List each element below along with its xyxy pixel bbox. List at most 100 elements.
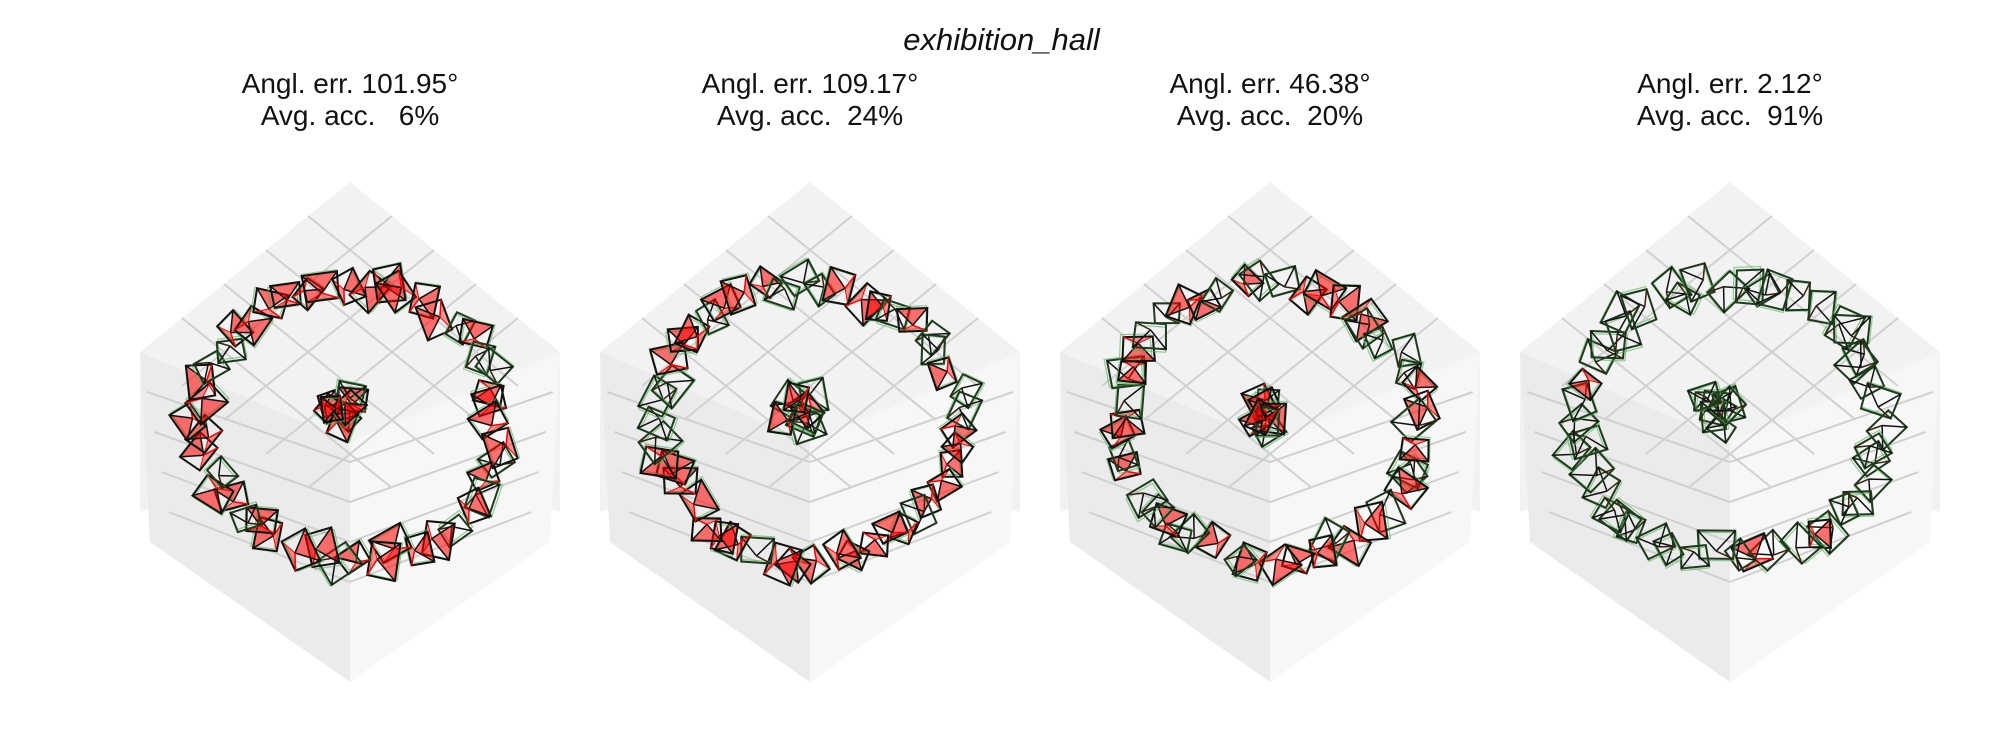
axes-pane	[1730, 352, 1940, 682]
camera-frustum	[944, 390, 984, 432]
camera-frustum	[1807, 516, 1832, 549]
grid-line	[1526, 391, 1731, 463]
camera-frustum	[1686, 380, 1725, 413]
camera-frustum	[1243, 397, 1281, 437]
panel-title: Angl. err. 101.95° Avg. acc. 6%	[115, 68, 585, 132]
grid-line	[683, 249, 895, 421]
camera-frustum	[821, 527, 863, 572]
camera-frustum	[1853, 429, 1894, 470]
grid-line	[1534, 431, 1731, 503]
figure-title: exhibition_hall	[903, 22, 1100, 57]
grid-line	[265, 249, 477, 421]
camera-frustum	[781, 381, 811, 414]
camera-frustum	[304, 526, 343, 570]
panel-title: Angl. err. 2.12° Avg. acc. 91%	[1495, 68, 1965, 132]
camera-frustum	[1107, 437, 1141, 475]
camera-frustum	[926, 354, 958, 392]
avg-accuracy-label: Avg. acc. 6%	[260, 100, 440, 131]
camera-frustum	[480, 426, 521, 470]
camera-frustum	[228, 501, 263, 534]
grid-line	[1603, 283, 1815, 455]
camera-frustum	[1784, 278, 1812, 313]
panel-title: Angl. err. 109.17° Avg. acc. 24%	[575, 68, 1045, 132]
camera-frustum	[777, 257, 821, 298]
camera-frustum	[1865, 408, 1909, 452]
angular-error-label: Angl. err. 2.12°	[1637, 68, 1823, 99]
camera-frustum	[1383, 464, 1430, 511]
camera-frustum	[1652, 531, 1685, 570]
camera-frustum	[244, 504, 280, 535]
grid-line	[1227, 317, 1439, 489]
avg-accuracy-label: Avg. acc. 24%	[716, 100, 904, 131]
camera-frustum	[719, 272, 759, 317]
angular-error-label: Angl. err. 109.17°	[701, 68, 919, 99]
camera-pose-panel-3: Angl. err. 46.38° Avg. acc. 20%	[1035, 62, 1505, 702]
grid-line	[1185, 249, 1397, 421]
grid-line	[767, 317, 979, 489]
camera-frustum	[1199, 276, 1235, 314]
camera-frustum	[926, 466, 964, 503]
grid-line	[1066, 391, 1271, 463]
panel-title: Angl. err. 46.38° Avg. acc. 20%	[1035, 68, 1505, 132]
camera-frustum	[1565, 367, 1603, 402]
3d-camera-plot[interactable]	[115, 142, 585, 742]
camera-frustum	[937, 411, 978, 449]
3d-camera-plot[interactable]	[1035, 142, 1505, 742]
3d-camera-plot[interactable]	[1495, 142, 1965, 742]
camera-frustum	[215, 335, 248, 365]
camera-frustum	[1705, 384, 1748, 428]
grid-line	[154, 431, 351, 503]
camera-frustum	[1618, 285, 1658, 331]
3d-camera-plot[interactable]	[575, 142, 1045, 742]
camera-frustum	[870, 509, 910, 547]
camera-frustum	[1131, 321, 1168, 353]
avg-accuracy-label: Avg. acc. 91%	[1636, 100, 1824, 131]
grid-line	[146, 391, 351, 463]
camera-frustum	[233, 304, 275, 349]
camera-frustum	[403, 529, 436, 567]
grid-line	[1561, 317, 1773, 489]
camera-frustum	[940, 429, 976, 465]
grid-line	[1729, 391, 1934, 463]
avg-accuracy-label: Avg. acc. 20%	[1176, 100, 1364, 131]
camera-frustum	[190, 349, 232, 386]
camera-frustum	[456, 486, 493, 526]
camera-frustum	[1677, 262, 1716, 304]
camera-frustum	[1859, 380, 1903, 420]
grid-line	[1269, 391, 1474, 463]
camera-frustum	[895, 305, 929, 333]
grid-line	[1687, 317, 1899, 489]
camera-frustum	[1663, 281, 1705, 317]
camera-frustum	[1832, 339, 1880, 386]
camera-pose-panel-4: Angl. err. 2.12° Avg. acc. 91%	[1495, 62, 1965, 702]
angular-error-label: Angl. err. 101.95°	[241, 68, 459, 99]
camera-frustum	[787, 400, 825, 436]
camera-frustum	[1118, 333, 1157, 363]
grid-line	[349, 471, 539, 543]
camera-frustum	[1398, 434, 1431, 463]
grid-line	[1081, 471, 1271, 543]
camera-frustum	[1581, 465, 1623, 511]
camera-frustum	[1832, 313, 1874, 345]
grid-line	[1548, 511, 1731, 583]
camera-frustum	[1841, 490, 1875, 518]
camera-frustum	[1589, 330, 1629, 362]
camera-frustum	[1551, 429, 1593, 473]
camera-frustum	[280, 527, 325, 572]
grid-line	[641, 215, 853, 387]
camera-frustum	[1729, 531, 1775, 573]
grid-line	[1603, 249, 1815, 421]
grid-line	[606, 391, 811, 463]
camera-frustum	[1168, 510, 1211, 555]
camera-frustum	[1634, 521, 1677, 563]
camera-frustum	[820, 265, 857, 307]
camera-pose-panel-1: Angl. err. 101.95° Avg. acc. 6%	[115, 62, 585, 702]
camera-frustum	[1696, 529, 1738, 562]
camera-pose-panel-2: Angl. err. 109.17° Avg. acc. 24%	[575, 62, 1045, 702]
camera-frustum	[1223, 543, 1262, 578]
camera-frustum	[1186, 287, 1223, 323]
camera-frustum	[319, 394, 345, 426]
camera-frustum	[1361, 325, 1394, 363]
camera-frustum	[1828, 491, 1861, 527]
camera-frustum	[1557, 402, 1601, 446]
